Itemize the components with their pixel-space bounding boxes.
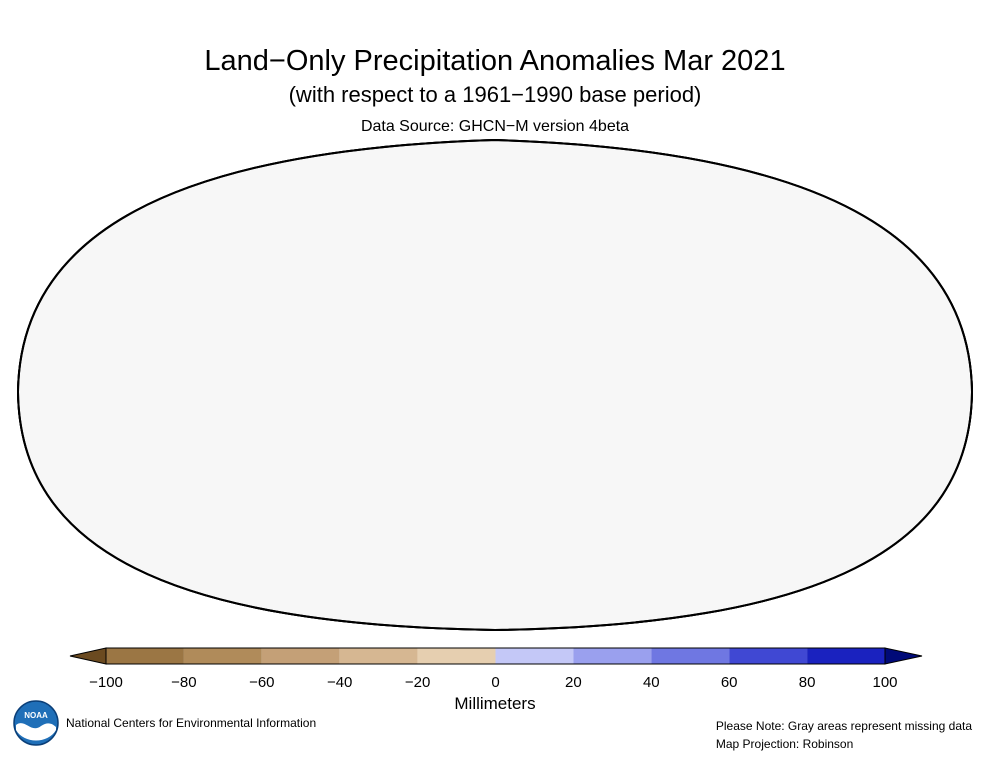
colorbar-swatch (339, 648, 418, 664)
colorbar-tick-label: 0 (491, 674, 500, 691)
colorbar-swatch (183, 648, 262, 664)
colorbar-swatch (573, 648, 652, 664)
colorbar-swatch (495, 648, 574, 664)
colorbar-swatch (651, 648, 730, 664)
noaa-logo-icon: NOAA (13, 700, 59, 746)
colorbar-tick-label: 80 (798, 674, 816, 691)
colorbar-frame (105, 647, 886, 665)
colorbar-swatch (807, 648, 885, 664)
colorbar-tick-label: −60 (249, 674, 275, 691)
logo-text: NOAA (24, 711, 48, 720)
colorbar-tick-label: 60 (720, 674, 738, 691)
colorbar-unit: Millimeters (454, 694, 536, 713)
colorbar-swatch (417, 648, 496, 664)
colorbar (69, 647, 923, 665)
map-subtitle: (with respect to a 1961−1990 base period… (288, 82, 702, 107)
colorbar-tick-label: 40 (642, 674, 660, 691)
colorbar-over-arrow (884, 647, 923, 665)
map-frame (16, 138, 974, 632)
colorbar-tick-label: −20 (404, 674, 431, 691)
map-title: Land−Only Precipitation Anomalies Mar 20… (204, 45, 786, 77)
projection-note: Map Projection: Robinson (715, 737, 854, 751)
colorbar-tick-label: −80 (171, 674, 197, 691)
colorbar-swatch (261, 648, 340, 664)
colorbar-tick-label: −100 (89, 674, 123, 691)
colorbar-swatch (729, 648, 808, 664)
colorbar-tick-label: −40 (326, 674, 353, 691)
colorbar-under-arrow (69, 647, 107, 665)
station-marker (172, 185, 178, 192)
footer-notes: Please Note: Gray areas represent missin… (716, 717, 972, 753)
station-marker (172, 184, 179, 191)
missing-data-note: Please Note: Gray areas represent missin… (715, 719, 972, 733)
colorbar-tick-label: 100 (872, 674, 898, 691)
station-marker (169, 183, 176, 190)
organization-name: National Centers for Environmental Infor… (66, 716, 317, 730)
data-source: Data Source: GHCN−M version 4beta (360, 118, 630, 135)
colorbar-swatch (106, 648, 184, 664)
colorbar-tick-label: 20 (565, 674, 582, 691)
